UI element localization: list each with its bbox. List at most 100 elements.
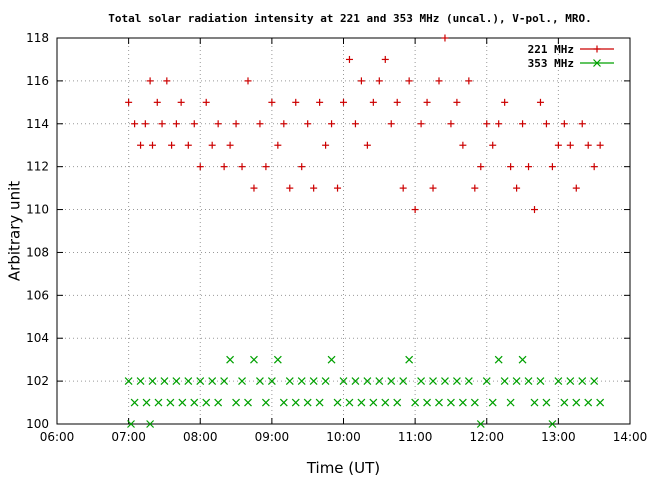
data-point (166, 398, 175, 407)
data-point (393, 98, 401, 106)
data-point (351, 377, 360, 386)
x-tick-label: 11:00 (398, 430, 433, 444)
data-point (500, 377, 509, 386)
data-point (488, 398, 497, 407)
data-point (465, 77, 473, 85)
data-point (417, 120, 425, 128)
chart-title: Total solar radiation intensity at 221 a… (108, 12, 591, 25)
data-point (423, 98, 431, 106)
y-tick-label: 102 (26, 374, 49, 388)
data-point (214, 398, 223, 407)
data-point (512, 377, 521, 386)
data-point (315, 398, 324, 407)
x-axis-label: Time (UT) (306, 459, 380, 477)
x-tick-label: 06:00 (40, 430, 75, 444)
x-tick-label: 12:00 (469, 430, 504, 444)
data-point (309, 377, 318, 386)
data-point (560, 398, 569, 407)
data-point (560, 120, 568, 128)
data-point (208, 377, 217, 386)
data-point (334, 184, 342, 192)
data-point (304, 120, 312, 128)
data-point (202, 398, 211, 407)
data-point (232, 398, 240, 407)
data-point (357, 77, 365, 85)
data-point (542, 120, 550, 128)
data-point (518, 355, 527, 364)
data-point (399, 184, 407, 192)
data-point (190, 120, 198, 128)
data-point (146, 77, 154, 85)
data-point (494, 355, 503, 364)
legend-label: 221 MHz (528, 43, 574, 56)
data-point (453, 98, 461, 106)
data-point (548, 420, 557, 428)
data-point (226, 355, 235, 364)
data-point (184, 377, 193, 386)
y-tick-label: 116 (26, 74, 49, 88)
data-point (250, 355, 258, 364)
data-point (525, 163, 533, 171)
series-1 (125, 34, 604, 214)
data-point (530, 398, 539, 407)
data-point (482, 377, 491, 386)
y-tick-label: 110 (26, 203, 49, 217)
data-point (375, 377, 384, 386)
data-point (148, 377, 157, 386)
x-tick-label: 09:00 (255, 430, 290, 444)
data-point (584, 141, 592, 149)
data-point (130, 398, 139, 407)
data-point (470, 398, 479, 407)
data-point (172, 120, 180, 128)
data-point (554, 377, 563, 386)
data-point (177, 98, 185, 106)
data-point (411, 398, 420, 407)
data-point (268, 98, 276, 106)
data-point (226, 141, 234, 149)
data-point (136, 377, 145, 386)
data-point (387, 120, 395, 128)
data-point (244, 398, 252, 407)
data-point (178, 398, 187, 407)
data-point (250, 184, 258, 192)
data-point (536, 98, 544, 106)
data-point (554, 141, 562, 149)
x-tick-label: 14:00 (613, 430, 648, 444)
data-point (262, 163, 270, 171)
data-point (452, 377, 461, 386)
data-point (519, 120, 527, 128)
legend-marker (593, 45, 601, 53)
data-point (232, 120, 240, 128)
data-point (291, 398, 300, 407)
data-point (285, 377, 294, 386)
data-point (322, 141, 330, 149)
data-point (310, 184, 318, 192)
data-point (154, 398, 163, 407)
data-point (163, 77, 171, 85)
data-point (435, 398, 443, 407)
data-point (149, 141, 156, 149)
data-point (417, 377, 426, 386)
data-point (566, 377, 575, 386)
data-point (375, 77, 383, 85)
data-point (411, 206, 419, 214)
data-point (596, 141, 604, 149)
data-point (137, 141, 145, 149)
data-point (369, 98, 377, 106)
data-point (280, 120, 288, 128)
data-point (572, 398, 581, 407)
data-point (208, 141, 216, 149)
data-point (267, 377, 276, 386)
data-point (190, 398, 199, 407)
data-point (340, 98, 347, 106)
data-point (459, 141, 467, 149)
data-point (590, 377, 599, 386)
data-point (333, 398, 342, 407)
y-tick-label: 114 (26, 117, 49, 131)
data-point (142, 398, 151, 407)
data-point (405, 77, 413, 85)
data-point (435, 77, 443, 85)
plot-area (56, 37, 631, 425)
